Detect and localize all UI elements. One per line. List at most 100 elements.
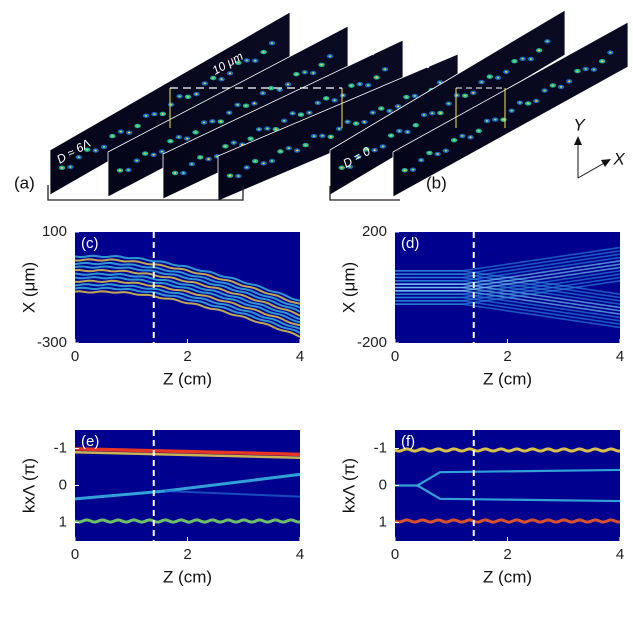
beam xyxy=(395,293,621,319)
x-tick-label: 2 xyxy=(183,348,191,365)
y-axis-label: kxΛ (π) xyxy=(19,458,38,513)
beam xyxy=(74,290,301,338)
x-axis-label: Z (cm) xyxy=(483,567,532,586)
beam-core xyxy=(496,76,500,79)
beam-core xyxy=(128,131,131,134)
beam-core xyxy=(241,143,244,146)
beam-core xyxy=(584,68,587,70)
beam xyxy=(164,490,301,498)
beam-core xyxy=(414,124,417,127)
beam xyxy=(74,268,301,317)
beam xyxy=(74,265,301,313)
beam-core xyxy=(224,145,227,148)
panel-label: (b) xyxy=(426,173,447,192)
beam-core xyxy=(365,148,368,151)
x-tick-label: 4 xyxy=(296,348,304,365)
beam-core xyxy=(312,72,315,74)
beam-core xyxy=(118,169,122,172)
beam-core xyxy=(195,93,198,95)
heatmap-background xyxy=(395,430,620,541)
x-tick-label: 0 xyxy=(391,546,399,563)
y-tick-label: 1 xyxy=(379,513,387,530)
beam-core xyxy=(135,159,138,162)
beam-core xyxy=(153,113,156,116)
beam-core xyxy=(389,134,393,137)
beam-core xyxy=(521,57,524,60)
beam-core xyxy=(312,135,316,138)
beam-core xyxy=(469,136,472,139)
y-tick-label: 100 xyxy=(42,223,67,240)
beam-core xyxy=(328,55,332,58)
beam-core xyxy=(177,136,180,139)
beam-core xyxy=(111,135,114,137)
beam-core xyxy=(303,71,306,74)
beam-core xyxy=(228,72,232,75)
beam-core xyxy=(308,111,311,114)
beam-core xyxy=(338,127,341,130)
beam-core xyxy=(406,131,409,133)
beam-core xyxy=(60,166,64,169)
beam-core xyxy=(178,95,181,98)
beam xyxy=(74,276,301,324)
beam-core xyxy=(436,153,439,155)
beam xyxy=(74,283,301,330)
beam-core xyxy=(431,112,434,115)
panel-label: (f) xyxy=(401,433,415,450)
bracket xyxy=(329,186,400,201)
beam xyxy=(395,303,621,329)
beam-core xyxy=(600,60,604,63)
beam xyxy=(74,286,301,334)
beam-core xyxy=(186,137,189,140)
beam-core xyxy=(219,120,222,123)
beam-core xyxy=(160,150,164,153)
beam-core xyxy=(396,105,400,108)
y-tick-label: 0 xyxy=(379,476,387,493)
beam-core xyxy=(357,156,360,158)
beam-core xyxy=(161,112,164,115)
beam-core xyxy=(278,88,281,91)
y-tick-label: 0 xyxy=(59,476,67,493)
beam-core xyxy=(283,119,286,122)
beam-core xyxy=(461,135,464,137)
beam-core xyxy=(447,102,450,105)
beam-core xyxy=(296,149,299,152)
beam-core xyxy=(194,131,197,134)
y-tick-label: -200 xyxy=(357,334,387,351)
beam-core xyxy=(529,58,533,60)
beam xyxy=(74,279,301,327)
beam xyxy=(74,518,301,524)
beam-core xyxy=(592,68,596,71)
beam-core xyxy=(190,163,193,165)
heatmap-panel: (c) 0 2 4 -300 100 Z (cm) X (μm) xyxy=(19,223,304,389)
beam-core xyxy=(237,175,240,177)
beam xyxy=(74,272,301,321)
beam-core xyxy=(325,97,328,100)
beam-core xyxy=(186,95,190,98)
beam-core xyxy=(173,172,177,174)
beam-core xyxy=(254,160,257,163)
x-tick-label: 0 xyxy=(391,348,399,365)
beam-core xyxy=(568,80,571,83)
beam-core xyxy=(535,100,538,102)
beam-core xyxy=(546,40,549,43)
beam-core xyxy=(358,83,361,85)
beam-core xyxy=(136,125,139,127)
beam-core xyxy=(411,168,415,171)
axis-arrow xyxy=(577,161,607,179)
beam-core xyxy=(526,102,530,105)
beam-core xyxy=(513,60,516,63)
y-axis-label: X (μm) xyxy=(19,262,38,313)
beam-core xyxy=(295,73,298,76)
beam-core xyxy=(245,166,248,169)
x-axis-label: Z (cm) xyxy=(163,567,212,586)
heatmap-background xyxy=(75,430,300,541)
beam-core xyxy=(480,81,483,84)
panel-label: (e) xyxy=(81,433,99,450)
beam-core xyxy=(291,112,294,115)
beam-core xyxy=(69,166,72,168)
panel-label: (c) xyxy=(81,235,99,252)
beam-core xyxy=(253,102,256,105)
